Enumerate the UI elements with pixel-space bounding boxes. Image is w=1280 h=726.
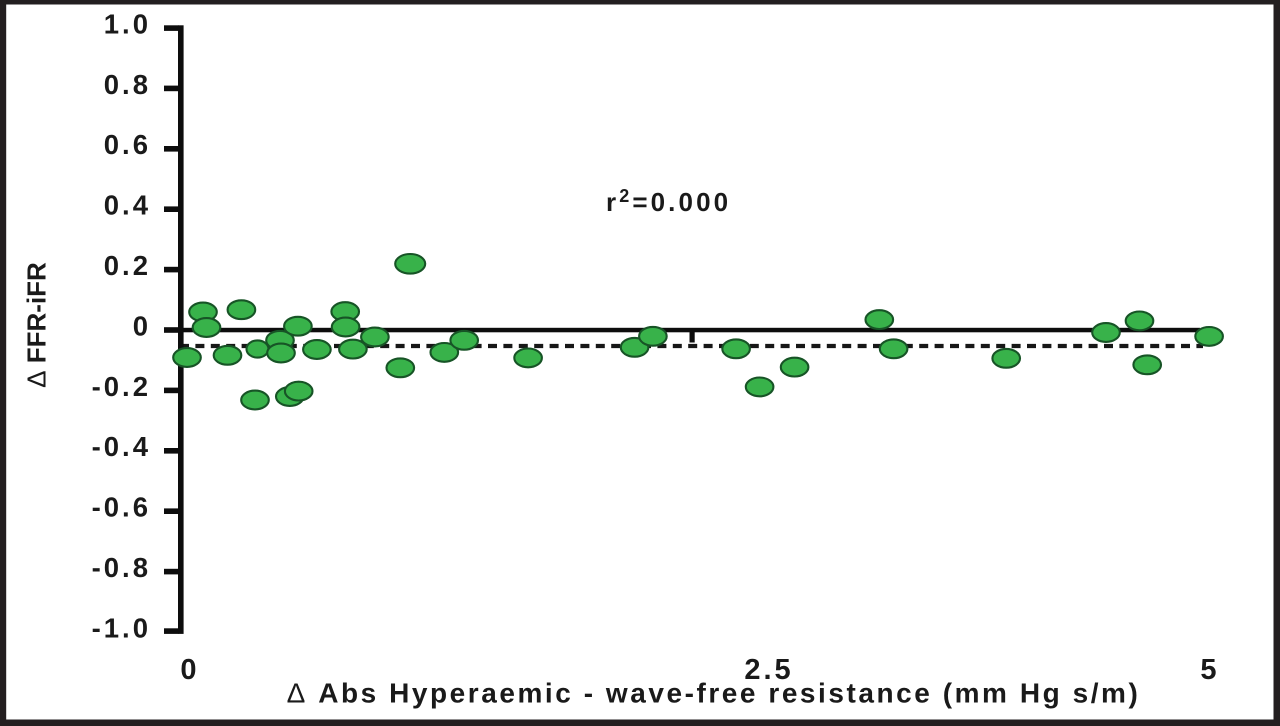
svg-text:2.5: 2.5: [744, 654, 793, 686]
svg-text:0.6: 0.6: [104, 129, 151, 160]
svg-text:-0.8: -0.8: [92, 552, 151, 583]
svg-text:Δ FFR-iFR: Δ FFR-iFR: [22, 262, 52, 388]
svg-text:0.2: 0.2: [104, 250, 151, 281]
svg-text:1.0: 1.0: [104, 9, 151, 40]
svg-text:0: 0: [133, 310, 151, 341]
svg-text:-1.0: -1.0: [92, 612, 151, 643]
svg-text:-0.2: -0.2: [92, 371, 151, 402]
svg-text:0.8: 0.8: [104, 69, 151, 100]
svg-text:5: 5: [1200, 654, 1219, 686]
svg-text:0: 0: [180, 654, 199, 686]
svg-text:-0.6: -0.6: [92, 492, 151, 523]
svg-text:-0.4: -0.4: [92, 431, 151, 462]
svg-text:r2=0.000: r2=0.000: [606, 186, 731, 217]
svg-text:0.4: 0.4: [104, 190, 151, 221]
svg-text:Δ Abs Hyperaemic - wave-free r: Δ Abs Hyperaemic - wave-free resistance …: [287, 678, 1141, 709]
